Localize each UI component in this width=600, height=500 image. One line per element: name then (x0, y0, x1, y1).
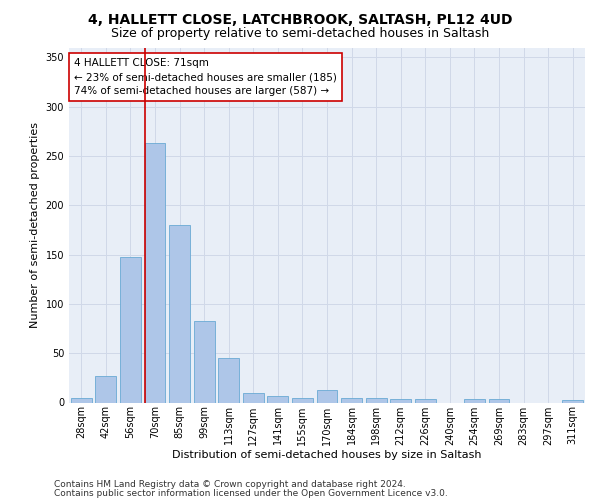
Text: Size of property relative to semi-detached houses in Saltash: Size of property relative to semi-detach… (111, 28, 489, 40)
Text: Contains HM Land Registry data © Crown copyright and database right 2024.: Contains HM Land Registry data © Crown c… (54, 480, 406, 489)
Bar (145, 143, 166, 403)
Bar (194, 320, 215, 402)
X-axis label: Distribution of semi-detached houses by size in Saltash: Distribution of semi-detached houses by … (172, 450, 482, 460)
Y-axis label: Number of semi-detached properties: Number of semi-detached properties (30, 122, 40, 328)
Bar (562, 400, 583, 402)
Text: 4, HALLETT CLOSE, LATCHBROOK, SALTASH, PL12 4UD: 4, HALLETT CLOSE, LATCHBROOK, SALTASH, P… (88, 12, 512, 26)
Bar (243, 392, 264, 402)
Bar (317, 390, 337, 402)
Bar (169, 225, 190, 402)
Bar (415, 398, 436, 402)
Bar (365, 398, 386, 402)
Bar (95, 376, 116, 402)
Text: 4 HALLETT CLOSE: 71sqm
← 23% of semi-detached houses are smaller (185)
74% of se: 4 HALLETT CLOSE: 71sqm ← 23% of semi-det… (74, 58, 337, 96)
Bar (292, 398, 313, 402)
Bar (120, 256, 141, 402)
Bar (268, 396, 289, 402)
Bar (341, 398, 362, 402)
Bar (218, 358, 239, 403)
Bar (390, 398, 411, 402)
Text: Contains public sector information licensed under the Open Government Licence v3: Contains public sector information licen… (54, 488, 448, 498)
Bar (488, 398, 509, 402)
Bar (464, 398, 485, 402)
Bar (71, 398, 92, 402)
